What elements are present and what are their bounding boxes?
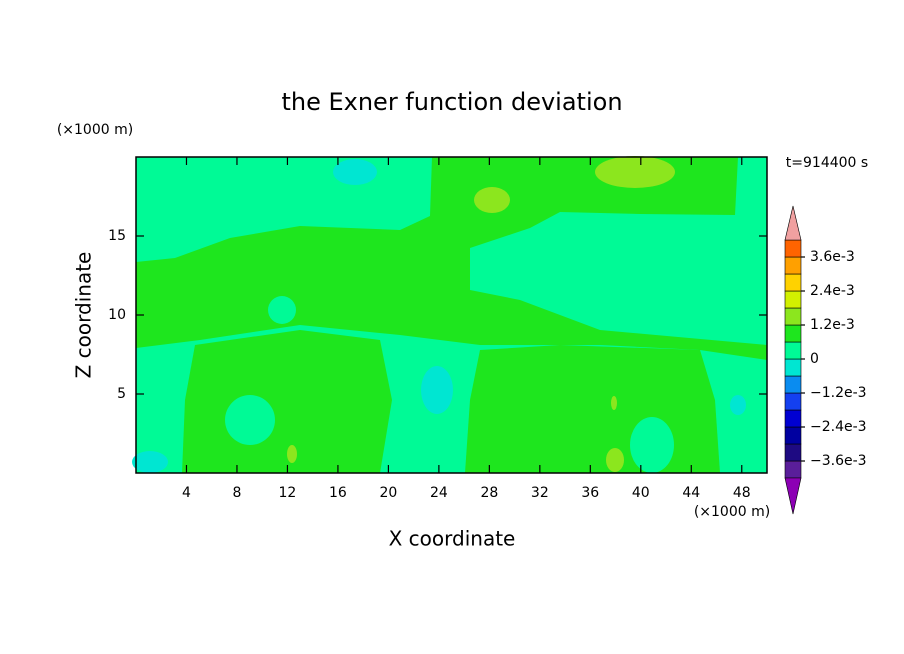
x-tick-label: 4 bbox=[182, 485, 191, 501]
x-tick-label: 20 bbox=[379, 485, 397, 501]
colorbar-tick-label: −2.4e-3 bbox=[810, 419, 867, 435]
time-label: t=914400 s bbox=[786, 155, 868, 171]
y-tick-label: 15 bbox=[108, 228, 126, 244]
x-tick-label: 12 bbox=[279, 485, 297, 501]
x-tick-label: 40 bbox=[632, 485, 650, 501]
field-region bbox=[630, 417, 674, 473]
field-region bbox=[595, 156, 675, 188]
field-region bbox=[465, 345, 720, 473]
colorbar-over bbox=[784, 205, 802, 241]
y-tick-label: 10 bbox=[108, 307, 126, 323]
y-unit: (×1000 m) bbox=[57, 122, 133, 138]
colorbar-box bbox=[784, 358, 802, 377]
colorbar-box bbox=[784, 392, 802, 411]
field-region bbox=[474, 187, 510, 213]
x-tick-label: 48 bbox=[733, 485, 751, 501]
field-region bbox=[182, 330, 392, 473]
colorbar-box bbox=[784, 290, 802, 309]
x-tick-label: 32 bbox=[531, 485, 549, 501]
colorbar-under bbox=[784, 477, 802, 515]
colorbar-box bbox=[784, 324, 802, 343]
y-tick-label: 5 bbox=[117, 386, 126, 402]
field-region bbox=[225, 395, 275, 445]
colorbar-box bbox=[784, 375, 802, 394]
x-tick-label: 24 bbox=[430, 485, 448, 501]
x-unit: (×1000 m) bbox=[694, 504, 770, 520]
y-axis-label: Z coordinate bbox=[72, 252, 96, 379]
x-tick-label: 28 bbox=[480, 485, 498, 501]
field-region bbox=[132, 451, 168, 473]
x-tick-label: 16 bbox=[329, 485, 347, 501]
x-tick-label: 36 bbox=[581, 485, 599, 501]
colorbar-tick-label: 0 bbox=[810, 351, 819, 367]
colorbar-tick-label: 2.4e-3 bbox=[810, 283, 855, 299]
x-tick-label: 44 bbox=[682, 485, 700, 501]
colorbar-box bbox=[784, 426, 802, 445]
colorbar-box bbox=[784, 460, 802, 479]
contour-field bbox=[132, 156, 767, 473]
field-region bbox=[421, 366, 453, 414]
chart-title: the Exner function deviation bbox=[281, 88, 622, 116]
field-region bbox=[333, 159, 377, 185]
x-tick-label: 8 bbox=[232, 485, 241, 501]
field-region bbox=[268, 296, 296, 324]
colorbar-box bbox=[784, 256, 802, 275]
colorbar-box bbox=[784, 273, 802, 292]
colorbar-box bbox=[784, 443, 802, 462]
x-axis-label: X coordinate bbox=[389, 527, 516, 551]
colorbar-tick-label: 3.6e-3 bbox=[810, 249, 855, 265]
colorbar-box bbox=[784, 307, 802, 326]
colorbar-box bbox=[784, 409, 802, 428]
field-region bbox=[611, 396, 617, 410]
field-region bbox=[730, 395, 746, 415]
field-region bbox=[606, 448, 624, 472]
colorbar-tick-label: −3.6e-3 bbox=[810, 453, 867, 469]
colorbar-tick-label: 1.2e-3 bbox=[810, 317, 855, 333]
field-region bbox=[287, 445, 297, 463]
colorbar-tick-label: −1.2e-3 bbox=[810, 385, 867, 401]
colorbar-box bbox=[784, 239, 802, 258]
colorbar-box bbox=[784, 341, 802, 360]
